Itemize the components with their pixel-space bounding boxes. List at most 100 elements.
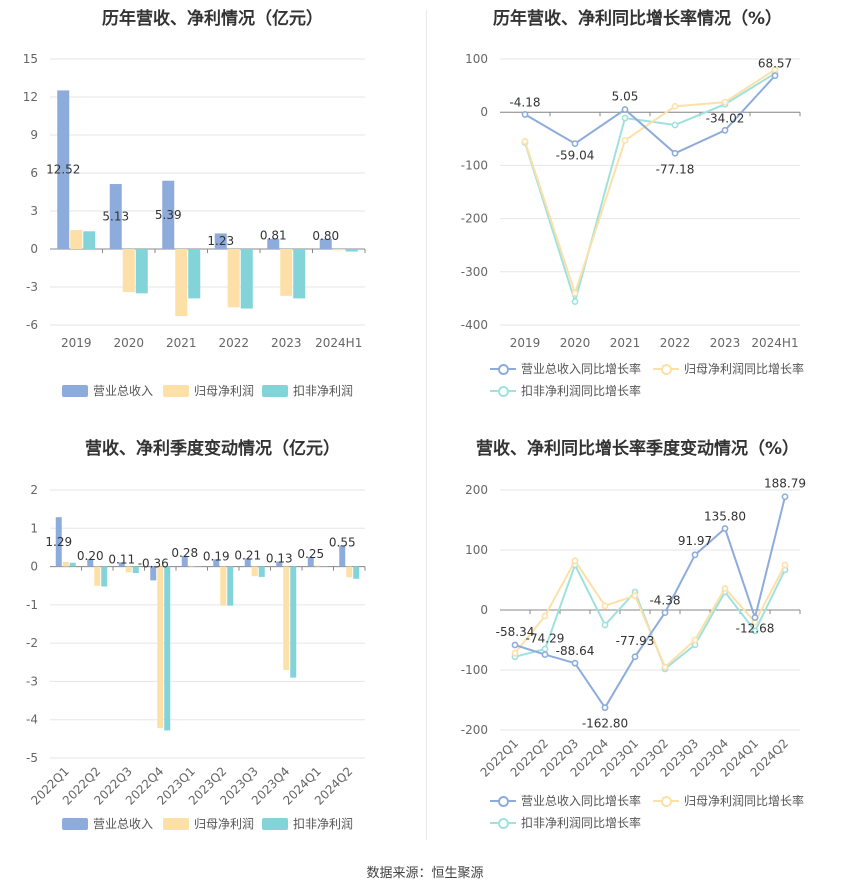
series-line [524,68,776,297]
data-point [721,584,729,592]
data-point [511,649,519,657]
y-tick-label: 100 [465,52,488,66]
annual-line-chart: -400 -300 -200 -100 0 100 2019 2020 2021 2022 2023… [461,52,801,350]
data-label: 5.39 [155,208,182,222]
chart-title: 历年营收、净利同比增长率情况（%） [492,9,783,29]
bar [157,566,164,729]
bar [175,249,188,317]
bar [162,180,175,249]
bar [118,562,125,567]
legend-item-net-profit[interactable]: 归母净利润 [163,382,254,399]
bar [290,566,297,678]
legend-item-net-profit-growth[interactable]: 归母净利润同比增长率 [653,792,804,809]
y-tick-label: -300 [461,265,488,279]
data-label: -162.80 [582,717,628,731]
bar [62,561,69,567]
y-tick-label: -100 [461,158,488,172]
y-tick-label: 2 [30,483,38,497]
chart-legend: 营业总收入 归母净利润 扣非净利润 [0,382,425,402]
bar [227,566,234,606]
data-label: 0.55 [329,536,356,550]
bar [332,249,345,251]
y-tick-label: 0 [480,105,488,119]
bar [293,249,306,299]
bar [276,561,283,567]
data-point [601,602,609,610]
legend-item-revenue[interactable]: 营业总收入 [62,382,153,399]
bar [188,565,195,567]
data-label: 91.97 [678,534,712,548]
bar [240,249,253,309]
data-label: -4.18 [509,95,540,109]
data-source-note: 数据来源：恒生聚源 [366,866,484,881]
bar [109,184,122,249]
x-tick-label: 2022 [218,336,249,350]
legend-item-revenue-growth[interactable]: 营业总收入同比增长率 [490,792,641,809]
bar [321,566,328,567]
data-point [541,651,549,658]
data-point [771,66,779,74]
data-point [751,627,759,635]
data-point [691,551,699,559]
bar [227,249,240,308]
data-label: -74.29 [526,632,565,646]
data-point [571,140,579,148]
bar [83,231,96,249]
y-tick-label: -3 [26,674,38,688]
chart-title: 营收、净利同比增长率季度变动情况（%） [475,439,800,459]
chart-title: 历年营收、净利情况（亿元） [102,9,323,29]
quarterly-revenue-profit-panel: 营收、净利季度变动情况（亿元） -5 -4 -3 -2 -1 0 1 2 2022Q1 2022Q… [0,430,425,845]
bar [57,90,70,249]
data-point [661,663,669,671]
legend-item-deducted-profit[interactable]: 扣非净利润 [262,815,353,832]
y-tick-label: 9 [30,128,38,142]
data-point [781,493,789,501]
data-label: 0.80 [312,229,339,243]
bar [164,566,171,731]
chart-legend: 营业总收入同比增长率 归母净利润同比增长率 扣非净利润同比增长率 [425,360,850,404]
bar [101,566,108,587]
y-tick-label: -400 [461,318,488,332]
legend-item-revenue-growth[interactable]: 营业总收入同比增长率 [490,360,641,377]
bar [267,238,280,249]
annual-growth-rate-panel: 历年营收、净利同比增长率情况（%） -400 -300 -200 -100 0 100 20… [425,0,850,410]
x-tick-label: 2020 [560,336,591,350]
data-point [661,609,669,617]
legend-item-deducted-growth[interactable]: 扣非净利润同比增长率 [490,382,641,399]
legend-item-net-profit[interactable]: 归母净利润 [163,815,254,832]
bar [55,517,62,567]
bar [94,566,101,586]
quarterly-growth-rate-panel: 营收、净利同比增长率季度变动情况（%） -200 -100 0 100 200 2022Q… [425,430,850,845]
x-tick-label: 2024H1 [315,336,362,350]
y-tick-label: -200 [461,723,488,737]
x-tick-label: 2021 [166,336,197,350]
data-point [721,98,729,106]
bar [251,566,258,577]
legend-item-deducted-profit[interactable]: 扣非净利润 [262,382,353,399]
bar [188,249,201,299]
data-label: 5.05 [612,90,639,104]
y-tick-label: -4 [26,713,38,727]
data-point [631,592,639,599]
series-line [514,496,786,710]
annual-bar-chart: -6 -3 0 3 6 9 12 15 2019 2020 2021 2022 2023 2024H1 12… [23,52,366,350]
data-point [671,102,679,110]
data-point [621,106,629,113]
data-label: -4.38 [649,594,680,608]
data-point [691,636,699,644]
legend-item-net-profit-growth[interactable]: 归母净利润同比增长率 [653,360,804,377]
data-point [721,525,729,532]
y-tick-label: -100 [461,663,488,677]
legend-item-revenue[interactable]: 营业总收入 [62,815,153,832]
y-tick-label: 6 [30,166,38,180]
data-point [621,136,629,144]
series-line [524,72,776,306]
bar [353,566,360,579]
data-label: -77.18 [656,162,695,176]
legend-item-deducted-growth[interactable]: 扣非净利润同比增长率 [490,814,641,831]
data-point [541,645,549,653]
bar [307,557,314,567]
data-point [781,561,789,569]
data-label: 0.20 [77,549,104,563]
data-point [571,298,579,305]
